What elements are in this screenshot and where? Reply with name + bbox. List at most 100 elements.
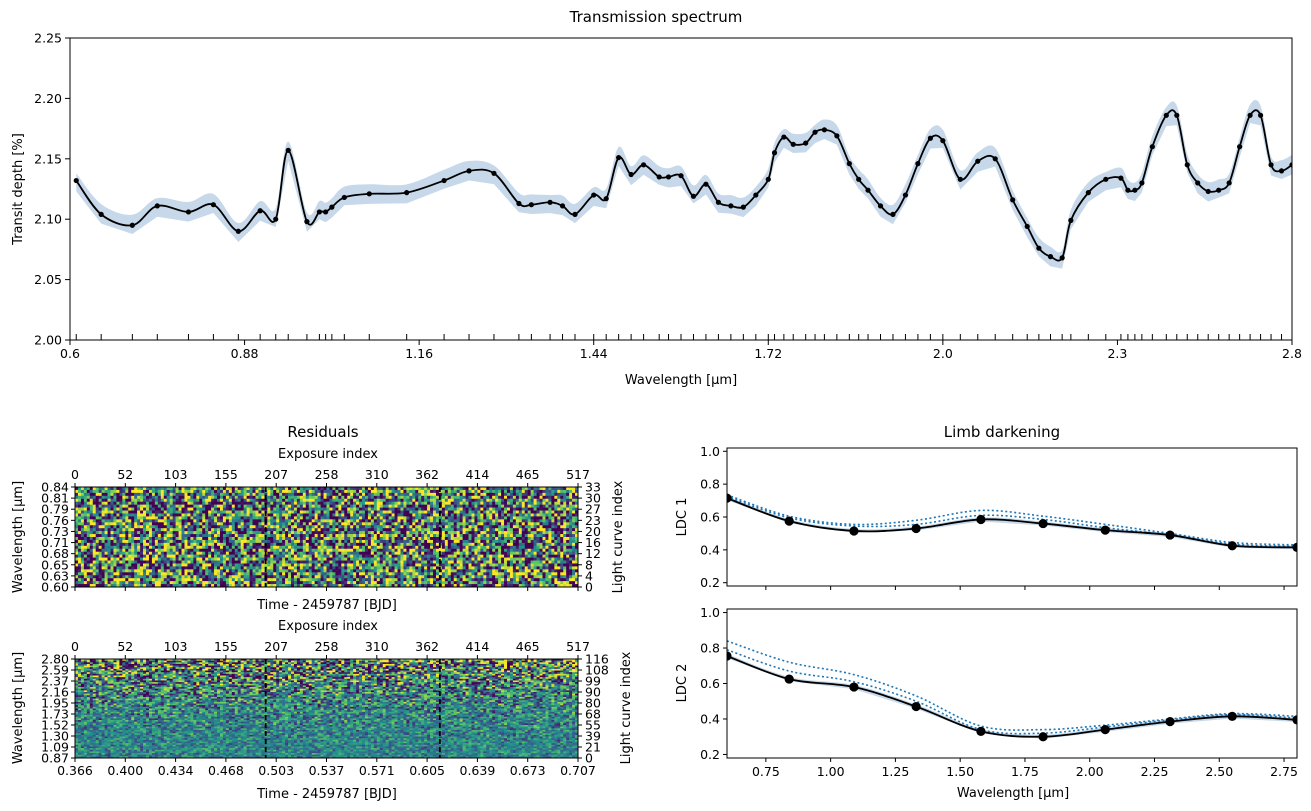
- residual-cell: [92, 537, 97, 541]
- residual-cell: [104, 510, 108, 514]
- spectrum-point: [803, 140, 809, 146]
- residual-cell: [261, 492, 265, 497]
- residual-cell: [128, 531, 132, 535]
- residual-cell: [453, 498, 457, 502]
- residual-cell: [521, 557, 526, 561]
- residual-cell: [391, 525, 395, 529]
- residual-cell: [364, 560, 369, 564]
- residual-cell: [92, 507, 97, 511]
- residual-cell: [509, 554, 514, 558]
- residual-cell: [160, 516, 165, 520]
- residual-cell: [151, 548, 156, 552]
- residual-cell: [151, 554, 156, 558]
- residual-cell: [270, 519, 274, 523]
- residual-cell: [563, 548, 567, 552]
- residual-cell: [359, 551, 363, 555]
- residual-cell: [551, 504, 555, 508]
- residual-cell: [362, 566, 366, 570]
- residual-cell: [468, 501, 472, 505]
- residual-cell: [237, 487, 241, 491]
- residual-cell: [163, 504, 168, 508]
- residual-cell: [533, 554, 537, 558]
- residual-cell: [350, 557, 354, 561]
- residual-cell: [518, 487, 523, 491]
- residual-cell: [424, 510, 428, 514]
- residual-cell: [498, 498, 502, 502]
- residual-cell: [370, 501, 375, 505]
- residual-cell: [267, 501, 271, 505]
- residual-cell: [89, 534, 94, 538]
- residual-cell: [95, 525, 99, 529]
- residual-cell: [471, 539, 475, 544]
- residual-cell: [394, 563, 398, 567]
- residual-cell: [293, 525, 298, 529]
- residual-cell: [430, 528, 434, 532]
- residual-cell: [196, 504, 200, 508]
- residual-cell: [572, 510, 576, 514]
- residual-cell: [296, 531, 301, 535]
- residual-cell: [400, 539, 404, 544]
- residual-cell: [311, 522, 315, 526]
- residual-cell: [196, 542, 200, 547]
- residual-cell: [234, 560, 239, 564]
- residual-cell: [119, 507, 123, 511]
- residual-cell: [506, 507, 511, 511]
- residual-cell: [80, 560, 85, 564]
- residual-cell: [530, 531, 534, 535]
- residual-cell: [359, 492, 363, 497]
- spectrum-point: [1257, 112, 1264, 118]
- residual-cell: [264, 516, 268, 520]
- residual-cell: [288, 545, 292, 550]
- residual-cell: [228, 513, 233, 517]
- residual-cell: [527, 545, 531, 550]
- residual-cell: [323, 566, 327, 570]
- residual-cell: [276, 489, 280, 494]
- residual-cell: [548, 504, 552, 508]
- residual-cell: [131, 519, 135, 523]
- residual-cell: [151, 495, 156, 500]
- residual-cell: [373, 551, 378, 555]
- residual-cell: [86, 487, 91, 491]
- residual-cell: [344, 513, 348, 517]
- residual-cell: [166, 560, 170, 564]
- residual-cell: [231, 522, 236, 526]
- residual-cell: [515, 542, 520, 547]
- residual-cell: [323, 531, 327, 535]
- residual-cell: [521, 507, 526, 511]
- residual-cell: [276, 563, 280, 567]
- residual-cell: [438, 531, 443, 535]
- residual-cell: [524, 551, 528, 555]
- residual-cell: [98, 507, 102, 511]
- residual-cell: [208, 566, 212, 570]
- residual-cell: [447, 539, 452, 544]
- residual-cell: [202, 498, 206, 502]
- residual-cell: [385, 566, 389, 570]
- residual-cell: [134, 489, 138, 494]
- residual-cell: [98, 554, 102, 558]
- residual-cell: [308, 522, 313, 526]
- residual-cell: [403, 510, 407, 514]
- residual-cell: [367, 489, 372, 494]
- residual-cell: [557, 519, 561, 523]
- residual-cell: [314, 539, 318, 544]
- residual-cell: [530, 554, 534, 558]
- residual-cell: [92, 534, 97, 538]
- residual-cell: [205, 513, 209, 517]
- residual-cell: [518, 510, 523, 514]
- residual-cell: [89, 507, 94, 511]
- residual-cell: [86, 525, 91, 529]
- residual-cell: [474, 545, 478, 550]
- spectrum-point: [665, 174, 672, 180]
- residual-cell: [305, 504, 310, 508]
- residual-cell: [462, 492, 466, 497]
- residual-cell: [95, 539, 99, 544]
- residual-cell: [524, 495, 528, 500]
- residual-cell: [146, 489, 150, 494]
- residual-cell: [536, 551, 540, 555]
- residual-cell: [214, 563, 218, 567]
- spectrum-point: [902, 192, 909, 198]
- residual-cell: [125, 542, 129, 547]
- residual-cell: [282, 498, 286, 502]
- residual-cell: [134, 534, 138, 538]
- residual-cell: [344, 522, 348, 526]
